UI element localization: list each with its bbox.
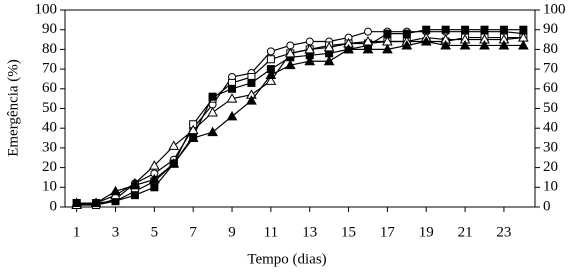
x-tick-label: 9 (228, 224, 236, 240)
series-line (76, 31, 524, 206)
y-tick-label: 20 (42, 159, 57, 175)
marker (480, 25, 489, 34)
y-tick-label: 90 (42, 21, 57, 37)
y2-tick-label: 30 (543, 139, 558, 155)
marker (207, 106, 218, 117)
marker (401, 39, 413, 50)
marker (168, 158, 180, 168)
series-line (76, 29, 524, 204)
marker (148, 173, 160, 184)
marker (517, 39, 529, 50)
marker (284, 47, 296, 58)
y-tick-label: 80 (42, 41, 57, 57)
marker (246, 95, 257, 105)
marker (323, 41, 335, 52)
y2-tick-label: 40 (543, 120, 558, 136)
y2-tick-label: 0 (543, 198, 551, 214)
marker (382, 43, 393, 54)
y2-tick-label: 70 (543, 61, 558, 77)
x-tick-label: 5 (151, 224, 159, 240)
x-tick-label: 21 (458, 224, 473, 240)
marker (71, 197, 83, 208)
marker (208, 92, 217, 101)
y2-tick-label: 60 (543, 80, 558, 96)
marker (459, 39, 471, 50)
marker (168, 140, 180, 150)
x-tick-label: 23 (496, 224, 511, 240)
marker (363, 27, 372, 36)
marker (461, 25, 470, 34)
y2-tick-label: 20 (543, 159, 558, 175)
y-tick-label: 100 (35, 1, 58, 17)
marker (265, 75, 277, 85)
y-tick-label: 50 (42, 100, 57, 116)
marker (479, 39, 490, 50)
x-tick-label: 3 (112, 224, 120, 240)
marker (441, 25, 450, 34)
y-tick-label: 0 (50, 198, 58, 214)
x-tick-label: 19 (419, 224, 434, 240)
y2-tick-label: 90 (543, 21, 558, 37)
marker (420, 36, 432, 46)
y-tick-label: 40 (42, 120, 57, 136)
marker (226, 110, 238, 121)
y-tick-label: 10 (42, 179, 57, 195)
x-tick-label: 17 (380, 224, 396, 240)
marker (207, 126, 218, 137)
y-tick-label: 60 (42, 80, 57, 96)
y2-tick-label: 80 (543, 41, 558, 57)
y2-tick-label: 100 (543, 1, 566, 17)
marker (265, 69, 277, 80)
marker (284, 59, 296, 70)
marker (187, 132, 199, 143)
marker (362, 43, 374, 54)
y2-tick-label: 10 (543, 179, 558, 195)
marker (228, 84, 237, 93)
x-axis-label: Tempo (dias) (247, 251, 326, 267)
marker (266, 47, 275, 56)
marker (129, 179, 141, 190)
marker (130, 191, 139, 200)
marker (304, 55, 316, 66)
marker (266, 55, 275, 64)
y-tick-label: 30 (42, 139, 57, 155)
marker (90, 197, 102, 208)
x-tick-label: 15 (341, 224, 356, 240)
marker (343, 43, 354, 54)
marker (323, 55, 335, 66)
marker (247, 78, 256, 87)
marker (304, 43, 316, 54)
marker (226, 93, 238, 103)
x-tick-label: 1 (73, 224, 81, 240)
marker (498, 39, 510, 50)
marker (499, 25, 508, 34)
y-axis-label: Emergência (%) (5, 59, 21, 157)
marker (110, 185, 121, 196)
x-tick-label: 13 (302, 224, 317, 240)
marker (148, 160, 160, 170)
y-tick-label: 70 (42, 61, 57, 77)
marker (440, 39, 452, 50)
x-tick-label: 7 (189, 224, 197, 240)
marker (150, 183, 159, 192)
x-tick-label: 11 (264, 224, 278, 240)
y2-tick-label: 50 (543, 100, 558, 116)
